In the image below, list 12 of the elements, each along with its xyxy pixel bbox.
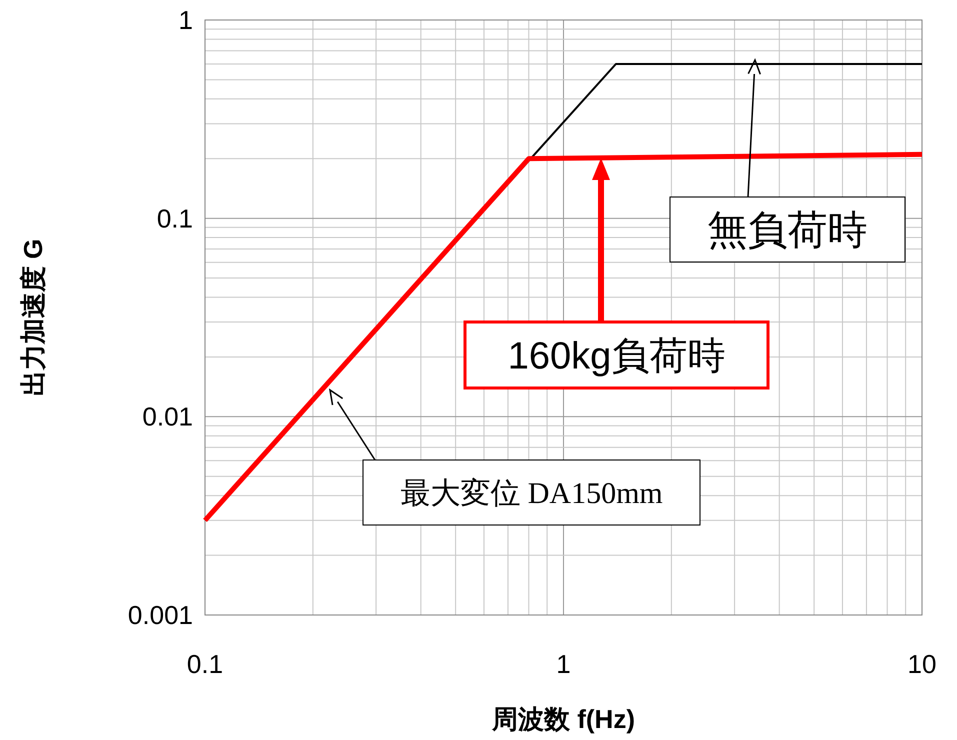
annotation: 無負荷時	[708, 208, 868, 252]
x-axis-title: 周波数 f(Hz)	[491, 704, 635, 734]
annotation: 最大変位 DA150mm	[400, 477, 663, 510]
x-tick-label: 10	[908, 649, 936, 679]
y-tick-label: 1	[178, 5, 193, 35]
x-tick-label: 1	[556, 649, 571, 679]
y-axis-title: 出力加速度 G	[18, 238, 48, 396]
x-tick-label: 0.1	[186, 649, 224, 679]
y-tick-label: 0.01	[142, 402, 193, 432]
annotation: 160kg負荷時	[508, 335, 726, 378]
y-tick-label: 0.1	[156, 203, 193, 234]
y-tick-label: 0.001	[128, 600, 193, 630]
